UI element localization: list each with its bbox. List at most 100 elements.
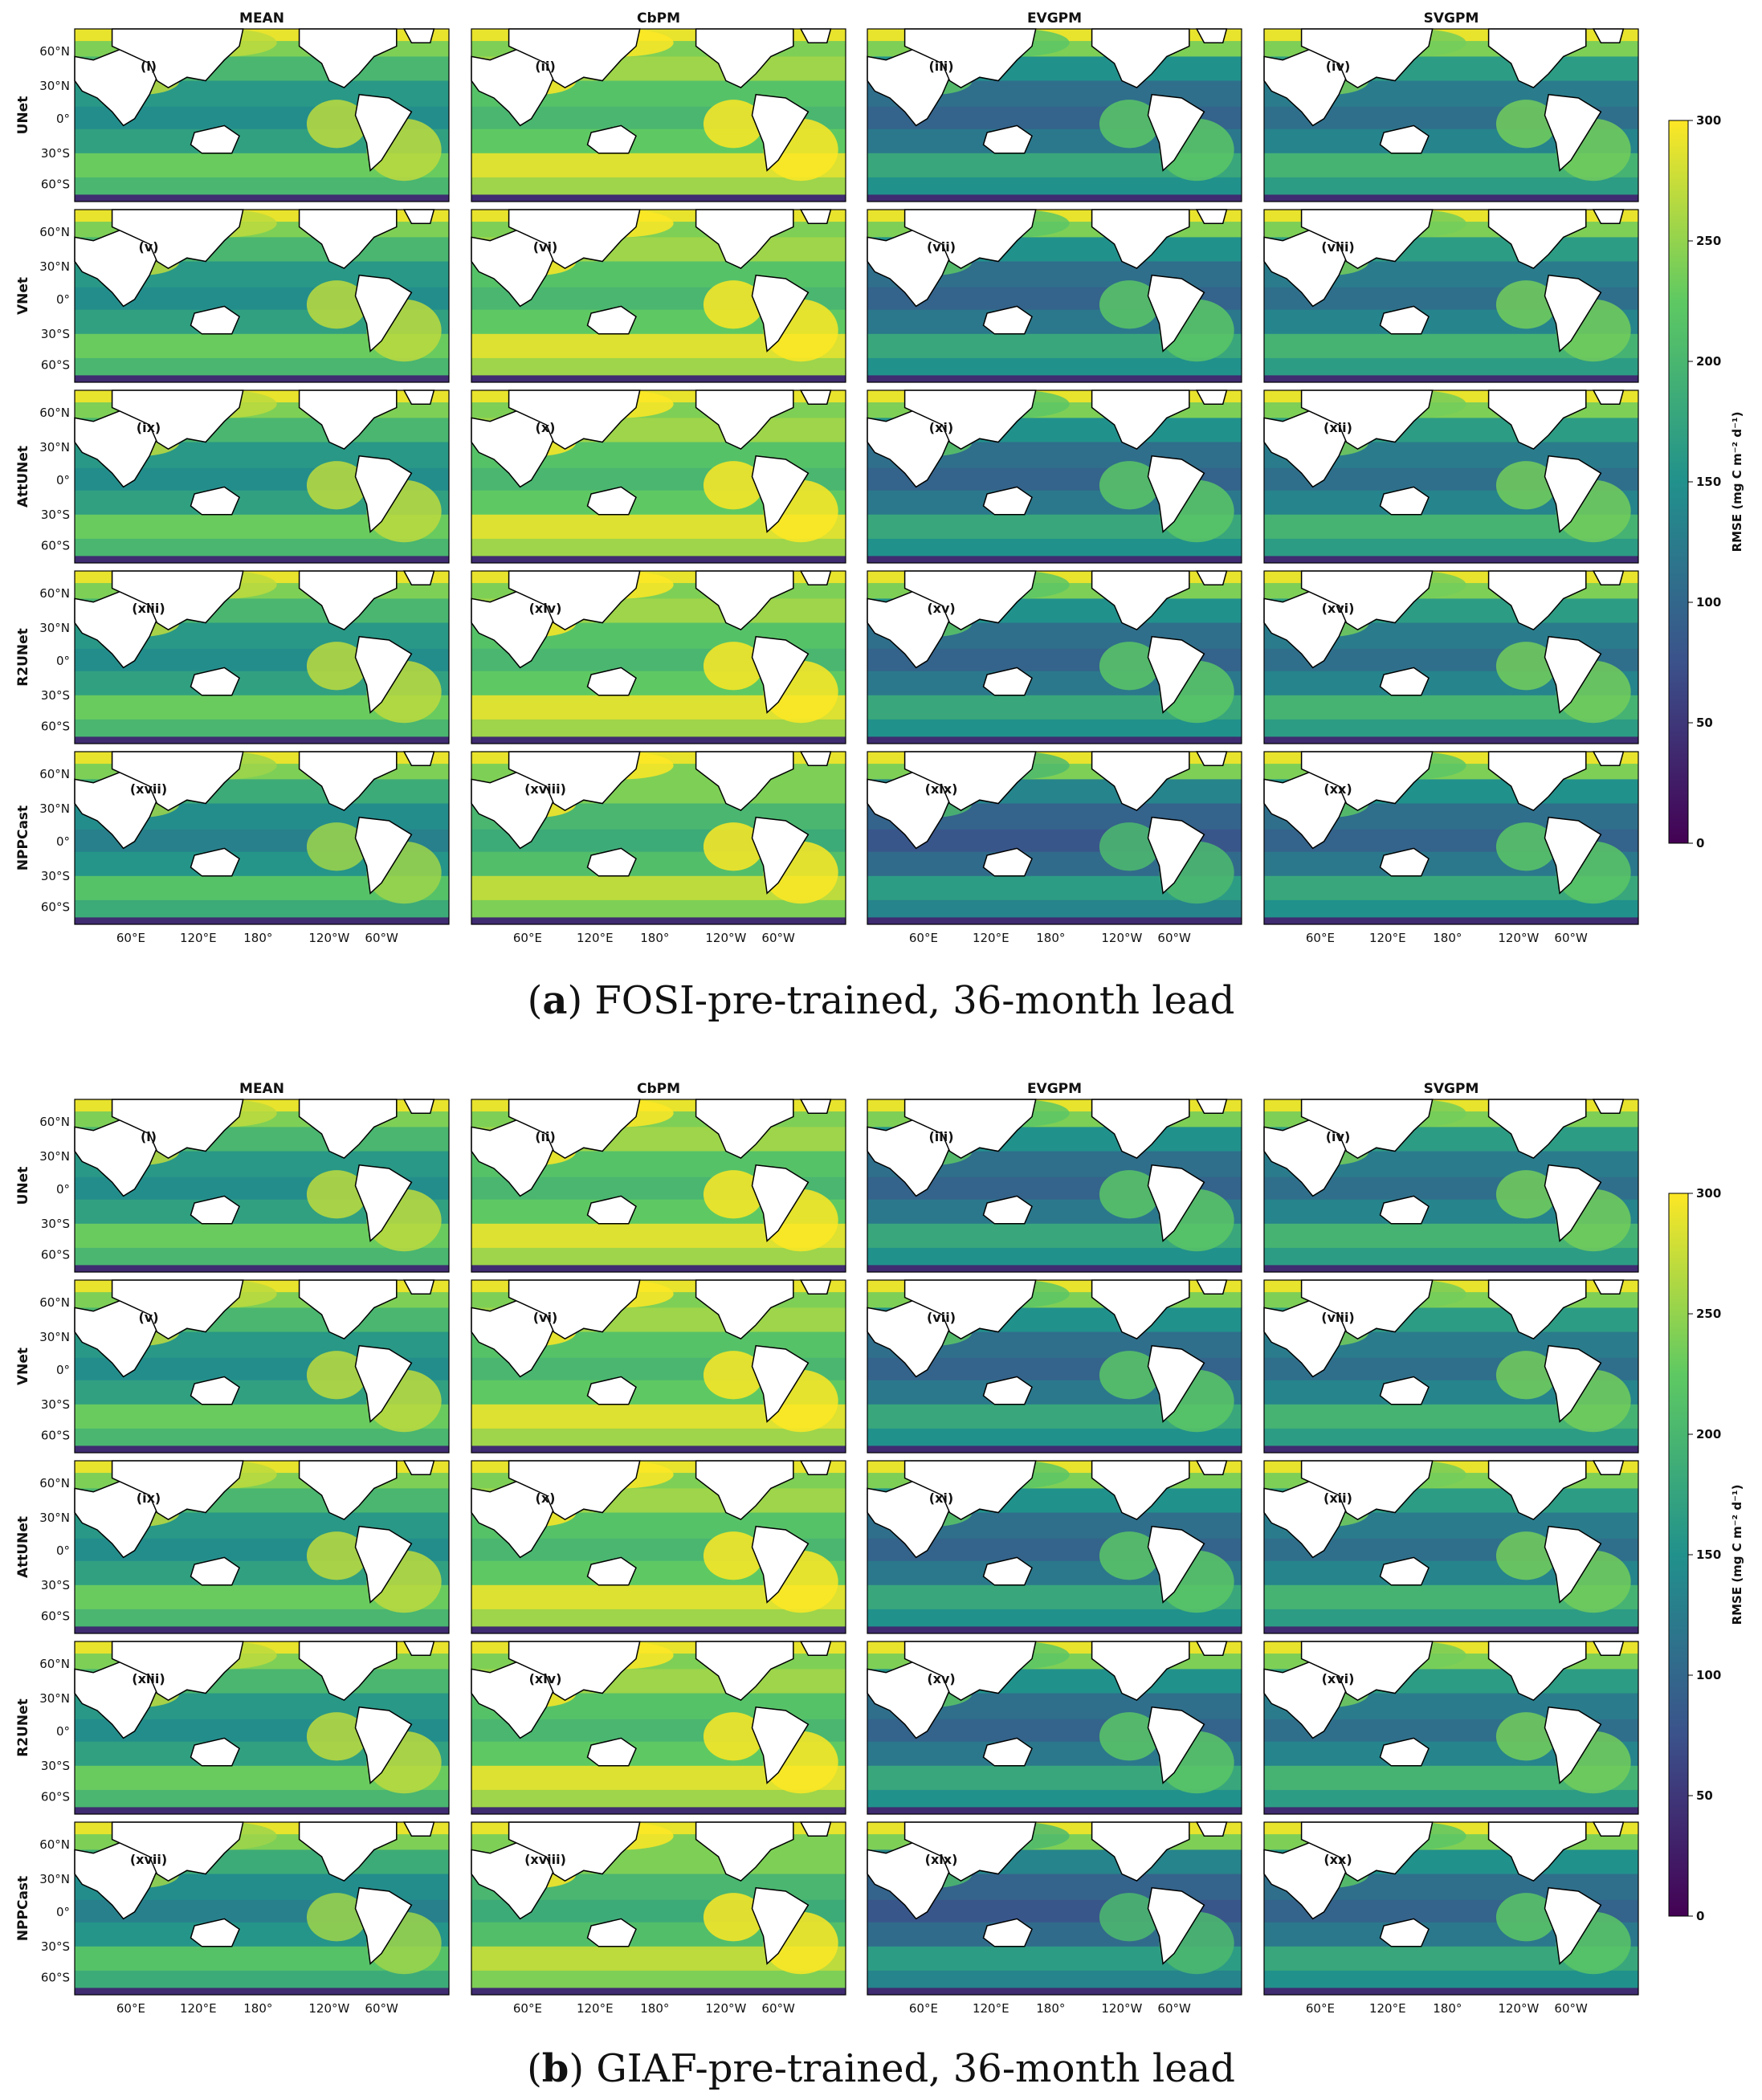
panel-frame <box>1263 209 1639 383</box>
error-band <box>867 538 1242 557</box>
land-mass <box>354 1525 413 1604</box>
row-title-nppcast: NPPCast <box>15 805 31 871</box>
lon-tick: 60°W <box>1157 931 1191 945</box>
land-mass <box>354 93 413 172</box>
high-error-patch <box>1099 1531 1160 1580</box>
panel-label: (xx) <box>1324 1852 1352 1867</box>
land-mass <box>903 1821 1037 1882</box>
panel-frame <box>74 1099 450 1273</box>
lon-tick: 60°W <box>1157 2001 1191 2016</box>
panel-label: (xviii) <box>524 781 566 797</box>
lon-tick: 180° <box>1036 2001 1065 2016</box>
lat-tick: 60°N <box>39 1837 70 1852</box>
map-panel: (xix) <box>867 1821 1242 1996</box>
panel-frame <box>1263 1460 1639 1634</box>
land-mass <box>508 209 641 269</box>
panel-frame <box>867 1099 1242 1273</box>
high-error-patch <box>306 1712 367 1761</box>
high-error-patch <box>1495 1893 1556 1942</box>
map-panel: (x) <box>471 389 846 564</box>
lat-tick: 60°S <box>41 1609 70 1624</box>
land-mass <box>695 1099 794 1159</box>
panel-label: (xiv) <box>529 1671 562 1686</box>
panel-frame <box>867 1460 1242 1634</box>
error-band <box>1264 1789 1638 1808</box>
lon-tick: 180° <box>640 2001 669 2016</box>
land-mass <box>354 1886 413 1965</box>
error-band <box>75 194 449 202</box>
land-mass <box>903 1641 1037 1701</box>
land-mass <box>1091 209 1190 269</box>
land-mass <box>354 1706 413 1784</box>
error-band <box>75 1428 449 1446</box>
land-mass <box>1487 389 1587 450</box>
error-band <box>1264 1428 1638 1446</box>
error-band <box>1264 1807 1638 1815</box>
land-mass <box>111 389 244 450</box>
row-title-vnet: VNet <box>15 1348 31 1385</box>
panel-label: (ii) <box>535 59 556 74</box>
error-band <box>471 1807 846 1815</box>
lat-tick: 0° <box>56 1363 70 1377</box>
panel-frame <box>74 751 450 925</box>
panel-frame <box>74 1460 450 1634</box>
map-panel: (xi) <box>867 389 1242 564</box>
lon-tick: 120°W <box>1101 931 1142 945</box>
land-mass <box>1487 1641 1587 1701</box>
land-mass <box>1300 1099 1434 1159</box>
land-mass <box>1379 1737 1430 1767</box>
error-band <box>867 1265 1242 1273</box>
land-mass <box>1544 1164 1602 1242</box>
land-mass <box>751 1164 810 1242</box>
land-mass <box>903 209 1037 269</box>
land-mass <box>111 570 244 630</box>
land-mass <box>982 1556 1033 1586</box>
error-band <box>471 556 846 564</box>
lon-tick: 60°W <box>1554 2001 1588 2016</box>
panel-label: (i) <box>141 1129 157 1144</box>
land-mass <box>695 1279 794 1340</box>
land-mass <box>751 274 810 353</box>
colorbar-tick-label: 0 <box>1696 1909 1704 1923</box>
land-mass <box>586 486 637 516</box>
land-mass <box>903 570 1037 630</box>
error-band <box>75 736 449 744</box>
land-mass <box>1091 1821 1190 1882</box>
panel-frame <box>1263 1279 1639 1454</box>
panel-label: (xv) <box>927 601 955 616</box>
land-mass <box>190 1376 240 1405</box>
panel-label: (xiii) <box>132 1671 165 1686</box>
land-mass <box>354 274 413 353</box>
lon-tick: 180° <box>1433 2001 1462 2016</box>
land-mass <box>298 1641 398 1701</box>
panel-label: (xvii) <box>130 781 167 797</box>
panel-frame <box>1263 389 1639 564</box>
colorbar-tick-label: 250 <box>1696 234 1721 248</box>
high-error-patch <box>306 1893 367 1942</box>
map-panel: (xx) <box>1263 1821 1639 1996</box>
land-mass <box>695 209 794 269</box>
land-mass <box>298 751 398 811</box>
land-mass <box>695 570 794 630</box>
panel-label: (iv) <box>1326 1129 1351 1144</box>
high-error-patch <box>306 1170 367 1219</box>
panel-frame <box>1263 751 1639 925</box>
lat-tick: 60°N <box>39 1295 70 1310</box>
high-error-patch <box>1099 1712 1160 1761</box>
land-mass <box>298 1821 398 1882</box>
land-mass <box>1487 1821 1587 1882</box>
map-panel: (ix) <box>74 1460 450 1634</box>
column-title-cbpm: CbPM <box>637 10 680 27</box>
panel-label: (x) <box>536 420 556 435</box>
map-panel: (ii) <box>471 28 846 202</box>
lat-tick: 60°N <box>39 1657 70 1671</box>
lat-tick: 60°N <box>39 586 70 601</box>
panel-frame <box>471 570 846 744</box>
lon-tick: 60°W <box>365 931 398 945</box>
land-mass <box>111 1099 244 1159</box>
error-band <box>867 1247 1242 1266</box>
land-mass <box>903 28 1037 88</box>
error-band <box>1264 1247 1638 1266</box>
land-mass <box>354 635 413 714</box>
high-error-patch <box>306 642 367 691</box>
